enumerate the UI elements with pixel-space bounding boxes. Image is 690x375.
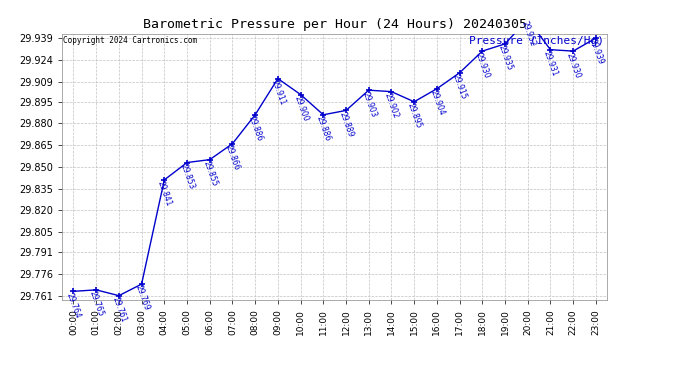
Text: 29.952: 29.952 <box>520 19 537 47</box>
Text: 29.935: 29.935 <box>497 44 514 72</box>
Text: 29.853: 29.853 <box>179 162 196 190</box>
Text: 29.769: 29.769 <box>133 284 150 312</box>
Text: 29.895: 29.895 <box>406 102 423 130</box>
Text: 29.889: 29.889 <box>337 111 355 138</box>
Text: 29.930: 29.930 <box>474 51 491 79</box>
Text: 29.904: 29.904 <box>428 89 446 117</box>
Text: 29.764: 29.764 <box>65 291 83 320</box>
Text: 29.761: 29.761 <box>110 296 128 324</box>
Text: 29.911: 29.911 <box>269 79 287 106</box>
Text: 29.900: 29.900 <box>292 94 310 123</box>
Text: Pressure (Inches/Hg): Pressure (Inches/Hg) <box>469 36 604 46</box>
Text: 29.855: 29.855 <box>201 160 219 188</box>
Text: 29.939: 29.939 <box>587 38 605 66</box>
Text: 29.931: 29.931 <box>542 50 560 78</box>
Text: 29.886: 29.886 <box>247 115 264 142</box>
Text: Copyright 2024 Cartronics.com: Copyright 2024 Cartronics.com <box>63 36 197 45</box>
Text: 29.902: 29.902 <box>383 92 400 120</box>
Text: 29.841: 29.841 <box>156 180 173 208</box>
Title: Barometric Pressure per Hour (24 Hours) 20240305: Barometric Pressure per Hour (24 Hours) … <box>143 18 526 31</box>
Text: 29.930: 29.930 <box>564 51 582 79</box>
Text: 29.765: 29.765 <box>88 290 106 318</box>
Text: 29.866: 29.866 <box>224 144 241 172</box>
Text: 29.886: 29.886 <box>315 115 333 142</box>
Text: 29.915: 29.915 <box>451 73 469 101</box>
Text: 29.903: 29.903 <box>360 90 378 118</box>
